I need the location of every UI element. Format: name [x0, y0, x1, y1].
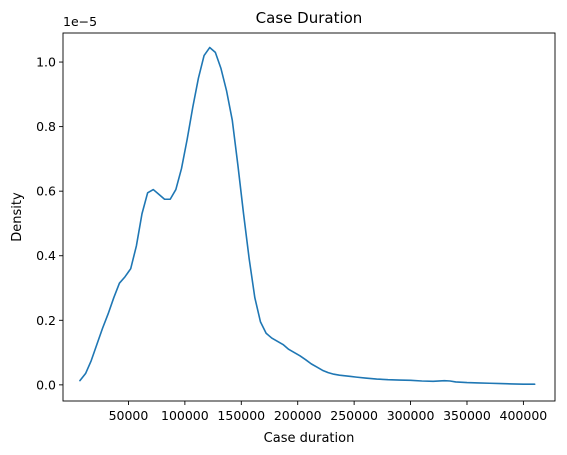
x-axis-title: Case duration	[264, 431, 355, 446]
y-tick-label: 0.6	[36, 184, 56, 199]
x-tick-label: 150000	[217, 408, 265, 423]
y-tick-label: 0.0	[36, 377, 56, 392]
x-axis: 50000 100000 150000 200000 250000 300000 35000…	[109, 401, 548, 423]
y-axis: 0.0 0.2 0.4 0.6 0.8 1.0	[36, 55, 63, 392]
x-tick-label: 350000	[443, 408, 491, 423]
x-tick-label: 250000	[330, 408, 378, 423]
y-tick-label: 0.4	[36, 248, 56, 263]
y-axis-title: Density	[10, 192, 25, 242]
chart-title: Case Duration	[256, 9, 363, 27]
y-offset-label: 1e−5	[63, 14, 97, 29]
y-tick-label: 1.0	[36, 55, 56, 70]
x-tick-label: 300000	[387, 408, 435, 423]
y-tick-label: 0.8	[36, 119, 56, 134]
series-layer	[79, 46, 536, 386]
x-tick-label: 200000	[274, 408, 322, 423]
plot-area	[62, 32, 556, 402]
axes-frame	[62, 32, 556, 402]
x-tick-label: 50000	[109, 408, 149, 423]
x-tick-label: 100000	[161, 408, 209, 423]
density-curve	[79, 46, 536, 386]
y-tick-label: 0.2	[36, 313, 56, 328]
x-tick-label: 400000	[500, 408, 548, 423]
